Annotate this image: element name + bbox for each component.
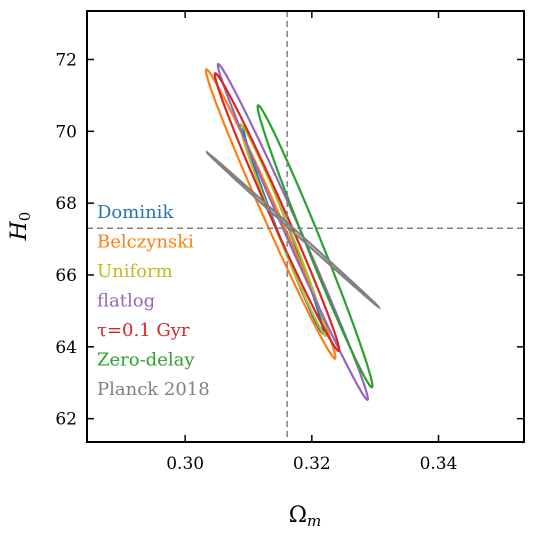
- contour-3: [216, 62, 370, 401]
- plot-frame: [86, 10, 525, 443]
- x-tick-label: 0.30: [166, 454, 204, 474]
- legend-entry: Zero-delay: [97, 350, 195, 371]
- y-axis-label: H0: [7, 212, 34, 242]
- y-tick-label: 64: [55, 338, 77, 358]
- reference-lines: [87, 11, 524, 442]
- contour-5: [256, 104, 374, 389]
- legend-entry: Planck 2018: [97, 379, 210, 400]
- legend-entry: Dominik: [97, 202, 174, 223]
- contour-group: [204, 62, 381, 401]
- contour-6: [206, 149, 381, 310]
- contour-2: [239, 123, 328, 337]
- legend-entry: τ=0.1 Gyr: [97, 320, 190, 341]
- axis-ticks: 0.30 0.32 0.34 62 64 66 68 70 72: [55, 11, 524, 474]
- y-tick-label: 62: [55, 410, 77, 430]
- y-tick-label: 68: [55, 194, 77, 214]
- legend-entry: flatlog: [97, 291, 155, 312]
- x-axis-label: Ωm: [289, 503, 321, 530]
- legend: Dominik Belczynski Uniform flatlog τ=0.1 Gyr…: [97, 202, 210, 400]
- legend-entry: Uniform: [97, 261, 173, 282]
- x-tick-label: 0.34: [420, 454, 458, 474]
- y-tick-label: 66: [55, 266, 77, 286]
- y-tick-label: 72: [55, 50, 77, 70]
- y-tick-label: 70: [55, 122, 77, 142]
- x-tick-label: 0.32: [293, 454, 331, 474]
- contour-4: [213, 72, 341, 353]
- legend-entry: Belczynski: [97, 232, 194, 253]
